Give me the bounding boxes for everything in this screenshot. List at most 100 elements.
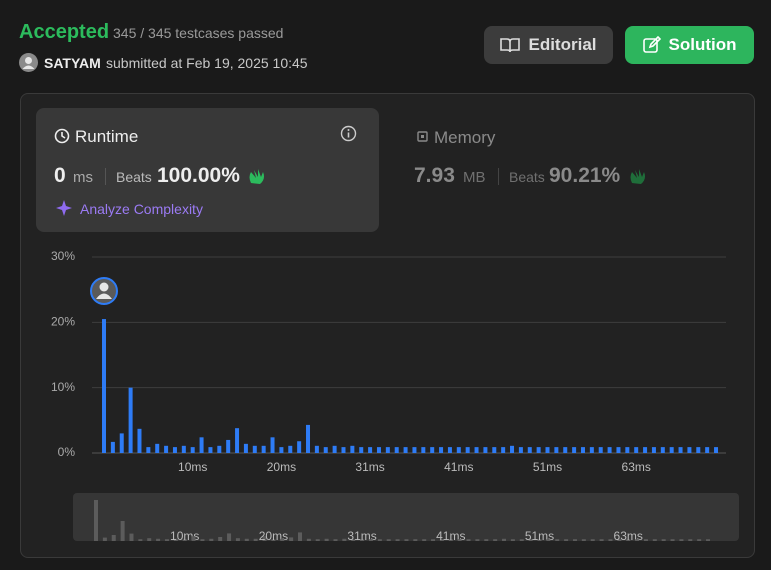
solution-button[interactable]: Solution — [625, 26, 754, 64]
analyze-link[interactable]: Analyze Complexity — [80, 201, 203, 217]
overview-bar — [679, 539, 684, 541]
overview-bar — [652, 539, 657, 541]
bar — [243, 443, 248, 453]
edit-icon — [642, 36, 661, 53]
bar — [226, 439, 231, 453]
bar — [164, 445, 169, 453]
chip-icon — [417, 131, 428, 142]
overview-bar — [608, 539, 613, 541]
bar — [350, 445, 355, 453]
editorial-label: Editorial — [528, 35, 597, 54]
y-tick-label: 30% — [51, 249, 75, 263]
bar — [598, 447, 603, 453]
bar — [208, 447, 213, 453]
bar — [376, 447, 381, 453]
memory-title[interactable]: Memory — [434, 128, 496, 147]
bar — [359, 447, 364, 453]
bar — [554, 447, 559, 453]
runtime-title: Runtime — [75, 127, 139, 146]
your-submission-marker[interactable] — [90, 277, 118, 305]
bar — [660, 447, 665, 453]
book-icon — [500, 38, 521, 53]
bar — [527, 447, 532, 453]
runtime-unit: ms — [73, 169, 93, 186]
bar — [146, 447, 151, 453]
overview-bar — [413, 539, 418, 541]
divider — [105, 168, 106, 185]
overview-bar — [227, 533, 232, 541]
bar — [217, 445, 222, 453]
overview-bar — [572, 539, 577, 541]
user-avatar — [19, 53, 38, 72]
overview-brush[interactable] — [73, 493, 739, 541]
runtime-card[interactable] — [36, 108, 379, 232]
bar — [669, 447, 674, 453]
overview-bar — [280, 538, 285, 541]
overview-bar — [342, 538, 347, 541]
overview-bar — [493, 539, 498, 541]
bar — [181, 445, 186, 453]
bar — [270, 437, 275, 453]
overview-bar — [484, 539, 489, 541]
submitted-at: submitted at Feb 19, 2025 10:45 — [106, 55, 308, 71]
bar — [439, 447, 444, 453]
runtime-beats: 100.00% — [157, 164, 240, 187]
bar — [252, 445, 257, 453]
overview-tick-label: 10ms — [170, 529, 199, 543]
overview-tick-label: 41ms — [436, 529, 465, 543]
overview-bar — [333, 539, 338, 541]
overview-bar — [386, 539, 391, 541]
solution-label: Solution — [668, 35, 737, 54]
overview-bar — [431, 539, 436, 541]
bar — [625, 447, 630, 453]
bar — [536, 447, 541, 453]
overview-bar — [475, 539, 480, 541]
editorial-button[interactable]: Editorial — [484, 26, 613, 64]
overview-bar — [510, 539, 515, 541]
bar — [279, 447, 284, 453]
bar — [572, 447, 577, 453]
overview-bar — [643, 539, 648, 541]
bar — [341, 447, 346, 453]
overview-bar — [688, 539, 693, 541]
overview-bar — [271, 539, 276, 541]
overview-bar — [502, 538, 507, 541]
bar — [678, 447, 683, 453]
overview-bar — [422, 539, 427, 541]
clap-icon — [249, 169, 264, 184]
bar — [261, 445, 266, 453]
overview-bar — [448, 539, 453, 541]
bar — [155, 443, 160, 453]
y-tick-label: 10% — [51, 380, 75, 394]
overview-bar — [706, 539, 711, 541]
bar — [510, 445, 515, 453]
bar — [447, 447, 452, 453]
status: Accepted — [19, 21, 110, 43]
bar — [119, 433, 124, 453]
info-icon[interactable] — [340, 125, 357, 142]
runtime-beats-label: Beats — [116, 169, 152, 185]
user-name[interactable]: SATYAM — [44, 55, 101, 71]
overview-bar — [404, 539, 409, 541]
bar — [634, 447, 639, 453]
overview-bar — [182, 539, 187, 541]
memory-unit: MB — [463, 169, 486, 186]
bar — [403, 447, 408, 453]
overview-bar — [368, 539, 373, 541]
overview-bar — [670, 539, 675, 541]
avatar-part — [99, 282, 109, 292]
overview-bar — [635, 539, 640, 541]
bar — [474, 447, 479, 453]
bar — [190, 447, 195, 453]
bar — [501, 447, 506, 453]
overview-bar — [324, 538, 329, 541]
bar — [306, 424, 311, 453]
bar — [102, 319, 106, 453]
y-tick-label: 0% — [58, 445, 76, 459]
overview-bar — [111, 535, 116, 541]
bar — [589, 447, 594, 453]
overview-bar — [395, 539, 400, 541]
bar — [288, 445, 293, 453]
bar — [394, 447, 399, 453]
